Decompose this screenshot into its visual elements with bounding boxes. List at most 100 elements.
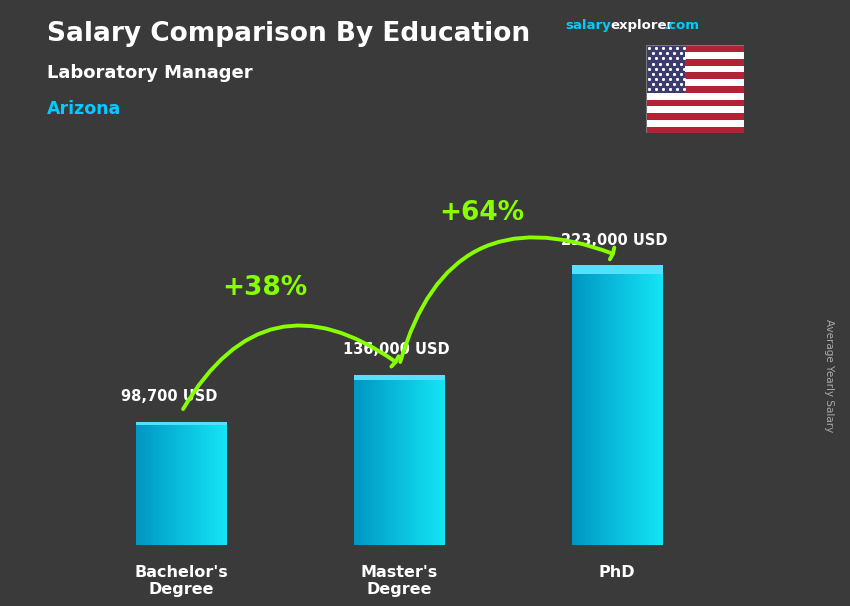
Bar (223, 422, 224, 545)
Text: Laboratory Manager: Laboratory Manager (47, 64, 252, 82)
Text: Average Yearly Salary: Average Yearly Salary (824, 319, 834, 432)
Bar (173, 422, 175, 545)
Bar (191, 422, 192, 545)
Bar (586, 265, 587, 545)
Bar (209, 422, 210, 545)
Bar (653, 265, 654, 545)
Bar (603, 265, 604, 545)
Bar (156, 422, 157, 545)
Bar (217, 422, 218, 545)
Bar (616, 265, 617, 545)
Bar (379, 375, 380, 545)
Bar (598, 265, 599, 545)
Bar (428, 375, 429, 545)
Bar (145, 422, 146, 545)
Bar (432, 375, 433, 545)
Bar (587, 265, 589, 545)
Bar (412, 375, 413, 545)
Bar (167, 422, 168, 545)
Bar (139, 422, 140, 545)
Bar (634, 265, 636, 545)
Bar (374, 375, 376, 545)
Text: 223,000 USD: 223,000 USD (561, 233, 667, 248)
Bar (599, 265, 600, 545)
Bar (407, 375, 409, 545)
Bar (426, 375, 427, 545)
Bar (357, 375, 359, 545)
Bar (212, 422, 213, 545)
Bar (627, 265, 629, 545)
Bar (215, 422, 216, 545)
Bar (435, 375, 436, 545)
Bar (434, 375, 435, 545)
Bar (583, 265, 584, 545)
Bar (182, 422, 183, 545)
Bar (646, 99, 744, 106)
Bar (608, 265, 609, 545)
Bar (650, 265, 652, 545)
Bar (576, 265, 577, 545)
Bar (140, 422, 142, 545)
Bar (405, 375, 406, 545)
Bar (427, 375, 428, 545)
Text: Arizona: Arizona (47, 100, 121, 118)
Bar (657, 265, 659, 545)
Bar (577, 265, 579, 545)
Bar (409, 375, 410, 545)
Text: 98,700 USD: 98,700 USD (121, 389, 217, 404)
Bar (645, 265, 646, 545)
Bar (387, 375, 388, 545)
Bar (649, 265, 650, 545)
Bar (589, 265, 590, 545)
Bar (205, 422, 206, 545)
Bar (176, 422, 177, 545)
Bar (414, 375, 416, 545)
Bar (654, 265, 655, 545)
Bar (430, 375, 432, 545)
Bar (416, 375, 418, 545)
Bar (397, 375, 399, 545)
Bar (381, 375, 382, 545)
Bar (175, 422, 176, 545)
Bar (630, 265, 631, 545)
Bar (646, 45, 744, 52)
Bar (444, 375, 445, 545)
Bar (571, 265, 663, 274)
Bar (360, 375, 362, 545)
Bar (592, 265, 593, 545)
Bar (646, 79, 744, 86)
Bar (619, 265, 620, 545)
Bar (660, 265, 662, 545)
Bar (439, 375, 440, 545)
Text: .com: .com (664, 19, 700, 32)
Bar (185, 422, 186, 545)
Bar (372, 375, 373, 545)
Bar (404, 375, 405, 545)
Bar (610, 265, 612, 545)
Bar (149, 422, 150, 545)
Bar (146, 422, 147, 545)
Bar (198, 422, 199, 545)
Bar (594, 265, 596, 545)
Bar (620, 265, 622, 545)
Bar (646, 93, 744, 99)
Bar (637, 265, 638, 545)
Text: salary: salary (565, 19, 611, 32)
Bar (354, 375, 355, 545)
Bar (646, 45, 685, 93)
Bar (218, 422, 219, 545)
Bar (187, 422, 189, 545)
Bar (406, 375, 407, 545)
Bar (203, 422, 205, 545)
Bar (144, 422, 145, 545)
Bar (392, 375, 393, 545)
Bar (355, 375, 356, 545)
Bar (222, 422, 223, 545)
Bar (163, 422, 165, 545)
Bar (632, 265, 633, 545)
Bar (646, 265, 647, 545)
Bar (437, 375, 439, 545)
Bar (662, 265, 663, 545)
Bar (168, 422, 169, 545)
Bar (208, 422, 209, 545)
